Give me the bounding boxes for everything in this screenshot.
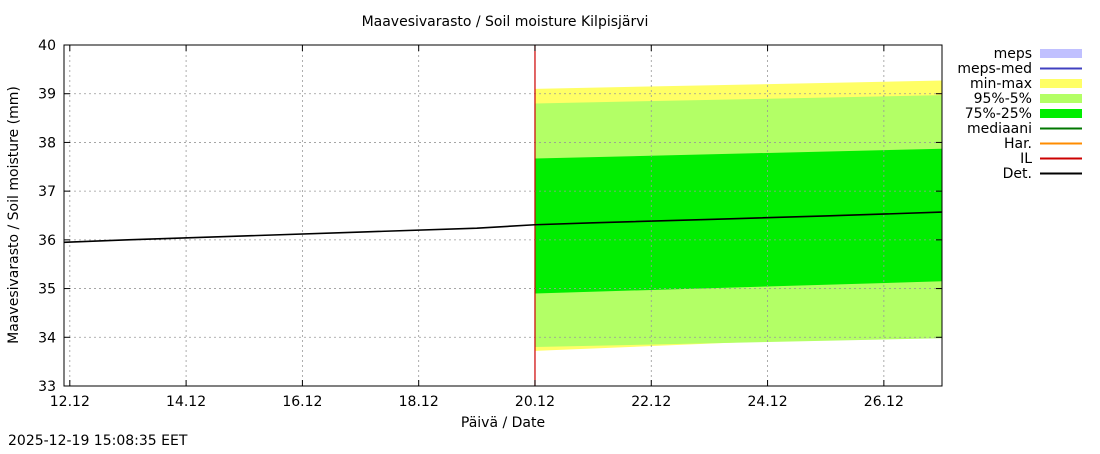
legend-swatch [1040,109,1082,118]
legend-label: meps [994,46,1032,62]
legend-label: Det. [1003,166,1032,182]
y-tick-label: 33 [38,379,56,395]
legend-label: mediaani [967,121,1032,137]
legend-swatch [1040,79,1082,88]
band-75-25 [534,148,942,294]
y-tick-label: 37 [38,184,56,200]
x-tick-label: 16.12 [282,394,322,410]
legend: mepsmeps-medmin-max95%-5%75%-25%mediaani… [957,46,1082,182]
legend-label: meps-med [957,61,1032,77]
legend-swatch [1040,94,1082,103]
series-lines [63,211,943,244]
legend-label: min-max [970,76,1032,92]
line-det [63,211,943,244]
chart-title: Maavesivarasto / Soil moisture Kilpisjär… [362,14,649,30]
x-tick-label: 18.12 [399,394,439,410]
x-tick-label: 26.12 [864,394,904,410]
y-tick-label: 40 [38,38,56,54]
y-tick-label: 38 [38,135,56,151]
timestamp: 2025-12-19 15:08:35 EET [8,433,188,449]
y-tick-label: 39 [38,87,56,103]
y-tick-label: 36 [38,233,56,249]
forecast-bands [534,80,942,351]
y-axis-label: Maavesivarasto / Soil moisture (mm) [6,86,22,344]
x-tick-label: 24.12 [748,394,788,410]
y-tick-label: 35 [38,282,56,298]
y-axis-ticks: 33 34 35 36 37 38 39 40 [38,38,942,395]
x-axis-ticks: 12.12 14.12 16.12 18.12 20.12 22.12 24.12 26.12 [50,45,904,410]
x-tick-label: 12.12 [50,394,90,410]
legend-label: IL [1020,151,1032,167]
x-tick-label: 22.12 [631,394,671,410]
x-axis-label: Päivä / Date [461,415,545,431]
x-tick-label: 20.12 [515,394,555,410]
legend-label: 95%-5% [974,91,1032,107]
x-tick-label: 14.12 [166,394,206,410]
legend-label: Har. [1004,136,1032,152]
legend-label: 75%-25% [965,106,1032,122]
plot-frame [63,44,943,387]
legend-swatch [1040,49,1082,58]
y-tick-label: 34 [38,330,56,346]
